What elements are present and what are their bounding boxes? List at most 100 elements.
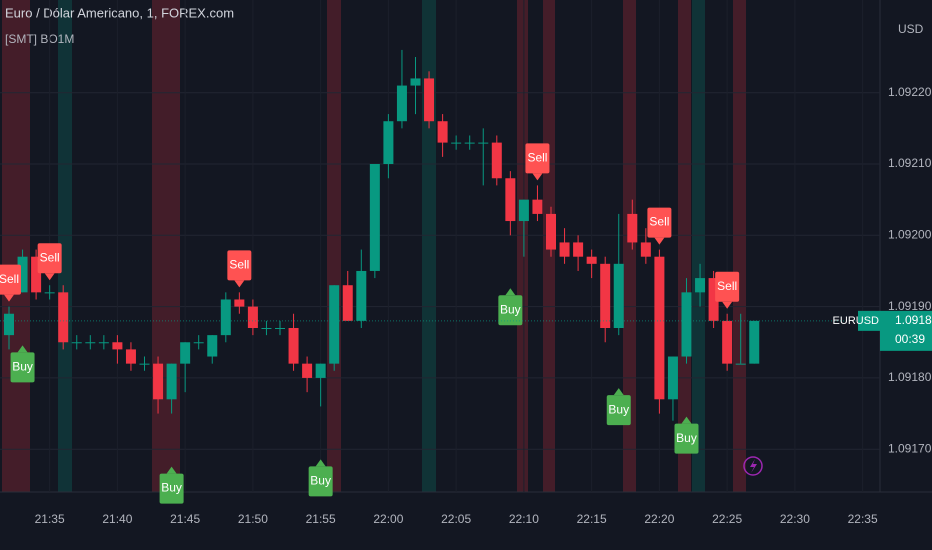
candle-body <box>424 78 435 122</box>
candle-body <box>532 199 543 214</box>
x-tick-label: 21:45 <box>170 512 200 526</box>
symbol-label: EURUSD <box>833 315 880 327</box>
signal-box <box>0 264 21 295</box>
signal-box <box>10 352 35 383</box>
candle-body <box>518 199 529 222</box>
signal-box <box>715 271 740 302</box>
candle-body <box>654 256 665 400</box>
signal-pointer <box>44 273 55 281</box>
signal-box <box>674 423 699 454</box>
candle-body <box>4 313 14 336</box>
candle-body <box>722 320 733 364</box>
band <box>58 0 72 492</box>
candle-body <box>261 328 272 329</box>
buy-signal: Buy <box>308 459 333 497</box>
candle-body <box>491 142 502 179</box>
band <box>2 0 30 492</box>
y-tick-label: 1.09170 <box>888 441 932 455</box>
x-tick-label: 22:15 <box>577 512 607 526</box>
candle-body <box>139 363 150 365</box>
candle-body <box>275 328 285 329</box>
candle-body <box>71 342 82 344</box>
candle-body <box>667 356 678 400</box>
y-tick-label: 1.09220 <box>888 85 932 99</box>
signal-label: Sell <box>0 272 19 286</box>
buy-signal: Buy <box>606 388 631 426</box>
candle-body <box>735 363 746 365</box>
signal-box <box>606 395 631 426</box>
band <box>733 0 746 492</box>
candle-body <box>573 242 584 257</box>
band <box>692 0 705 492</box>
candle-body <box>410 78 421 86</box>
candle-body <box>58 292 69 343</box>
signal-pointer <box>234 280 245 288</box>
candle-body <box>627 213 638 243</box>
lightning-icon <box>743 456 763 476</box>
y-tick-label: 1.09190 <box>888 299 932 313</box>
candle-body <box>342 285 353 321</box>
signal-box <box>37 243 62 274</box>
candle-body <box>44 292 55 294</box>
candle-body <box>505 178 516 222</box>
x-tick-label: 21:50 <box>238 512 268 526</box>
symbol-box <box>858 310 880 331</box>
buy-signal: Buy <box>674 416 699 454</box>
candle-body <box>153 363 164 400</box>
candle-body <box>31 256 42 293</box>
last-price-label: 1.09188 <box>895 313 932 327</box>
signal-label: Buy <box>608 402 629 416</box>
signal-label: Sell <box>40 250 60 264</box>
y-tick-label: 1.09180 <box>888 370 932 384</box>
signal-box <box>159 473 184 504</box>
candle-body <box>193 342 204 344</box>
signal-pointer <box>654 237 665 245</box>
signal-pointer <box>681 416 692 424</box>
x-tick-label: 22:10 <box>509 512 539 526</box>
candle-body <box>220 299 231 336</box>
signal-box <box>308 466 333 497</box>
signal-label: Buy <box>500 302 521 316</box>
band <box>623 0 636 492</box>
candle-body <box>166 363 177 400</box>
x-tick-label: 22:30 <box>780 512 810 526</box>
candle-body <box>383 121 394 164</box>
y-tick-label: 1.09210 <box>888 156 932 170</box>
signal-label: Buy <box>310 474 331 488</box>
buy-signal: Buy <box>159 466 184 504</box>
countdown-label: 00:39 <box>895 332 925 346</box>
x-tick-label: 21:35 <box>35 512 65 526</box>
candle-body <box>681 292 692 357</box>
buy-signal: Buy <box>10 345 35 383</box>
x-tick-label: 22:00 <box>373 512 403 526</box>
candle-body <box>640 242 651 257</box>
signal-box <box>647 207 672 238</box>
currency: USD <box>898 22 924 36</box>
signal-label: Sell <box>229 258 249 272</box>
candle-body <box>98 342 109 344</box>
signal-bands <box>2 0 746 492</box>
candle-body <box>315 363 326 378</box>
candle-body <box>396 85 407 122</box>
signal-pointer <box>613 388 624 396</box>
candle-body <box>356 270 367 321</box>
candle-body <box>559 242 570 257</box>
indicator-name: [SMT] BO1M <box>5 32 74 46</box>
signal-box <box>227 250 252 281</box>
signal-label: Sell <box>717 279 737 293</box>
candle-body <box>464 142 475 144</box>
signal-pointer <box>722 301 733 309</box>
candle-body <box>207 335 218 357</box>
band <box>422 0 436 492</box>
band <box>517 0 528 492</box>
signal-box <box>525 143 550 174</box>
sell-signal: Sell <box>525 143 550 181</box>
y-tick-label: 1.09200 <box>888 227 932 241</box>
candle-body <box>17 256 28 293</box>
candle-body <box>85 342 96 344</box>
signal-pointer <box>4 294 14 302</box>
price-box <box>880 310 932 351</box>
sell-signal: Sell <box>227 250 252 288</box>
